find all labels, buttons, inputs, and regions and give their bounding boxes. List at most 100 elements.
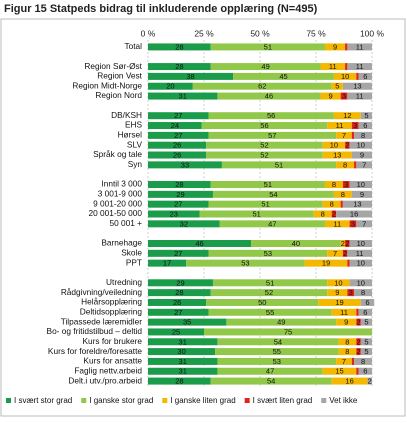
bar-segment xyxy=(327,279,350,287)
bar-segment xyxy=(360,298,375,306)
value-label: 2 xyxy=(341,239,345,248)
bar-segment xyxy=(331,82,343,90)
legend-swatch xyxy=(244,398,250,403)
value-label: 5 xyxy=(364,111,368,120)
y-tick-label: Faglig nettv.arbeid xyxy=(74,365,142,375)
bar-segment xyxy=(351,131,355,139)
value-label: 51 xyxy=(275,160,283,169)
bar-segment xyxy=(354,161,357,169)
bar-segment xyxy=(347,63,372,71)
y-tick-label: Syn xyxy=(128,159,143,169)
value-label: 53 xyxy=(273,357,281,366)
bar-segment xyxy=(351,151,372,159)
bar-segment xyxy=(336,318,357,326)
bar-segment xyxy=(148,367,218,375)
bar-segment xyxy=(148,200,209,208)
bar-segment xyxy=(148,112,209,120)
bar-segment xyxy=(356,161,372,169)
bar-segment xyxy=(331,308,357,316)
x-tick-label: 0 % xyxy=(141,28,156,38)
value-label: 29 xyxy=(176,278,184,287)
value-label: 54 xyxy=(274,337,282,346)
value-label: 3 xyxy=(351,219,355,228)
value-label: 6 xyxy=(365,298,369,307)
value-label: 28 xyxy=(175,42,183,51)
bar-segment xyxy=(148,348,216,356)
bar-segment xyxy=(212,279,328,287)
legend-label: I svært liten grad xyxy=(253,396,313,405)
legend-label: I svært stor grad xyxy=(14,396,72,405)
bar-segment xyxy=(148,377,211,385)
value-label: 11 xyxy=(356,92,364,101)
y-tick-label: Delt.i utv./pro.arbeid xyxy=(68,375,142,385)
bar-segment xyxy=(360,348,372,356)
bar-segment xyxy=(349,239,372,247)
value-label: 2 xyxy=(343,249,347,258)
value-label: 10 xyxy=(341,72,349,81)
bar-segment xyxy=(358,122,372,130)
bar-segment xyxy=(358,72,372,80)
bar-segment xyxy=(210,63,321,71)
value-label: 31 xyxy=(179,92,187,101)
bar-segment xyxy=(327,249,343,257)
y-tick-label: Region Vest xyxy=(97,71,142,81)
bar-segment xyxy=(356,220,372,228)
bar-segment xyxy=(148,43,211,51)
y-tick-label: Kurs for brukere xyxy=(83,336,143,346)
value-label: 7 xyxy=(362,160,366,169)
value-label: 20 xyxy=(166,82,174,91)
value-label: 10 xyxy=(357,180,365,189)
bar-segment xyxy=(148,181,211,189)
value-label: 38 xyxy=(186,72,194,81)
value-label: 31 xyxy=(179,357,187,366)
frame xyxy=(0,18,406,417)
y-tick-label: Deltidsopplæring xyxy=(80,306,143,316)
bar-segment xyxy=(345,43,348,51)
bar-segment xyxy=(304,259,348,267)
bar-segment xyxy=(356,308,359,316)
y-tick-label: Kurs for foreldre/foresatte xyxy=(48,346,142,356)
bar-segment xyxy=(340,239,346,247)
value-label: 11 xyxy=(333,219,341,228)
bar-segment xyxy=(208,112,334,120)
value-label: 26 xyxy=(173,141,181,150)
bar-segment xyxy=(347,249,372,257)
value-label: 5 xyxy=(364,337,368,346)
y-tick-label: DB/KSH xyxy=(111,110,142,120)
bar-segment xyxy=(208,131,337,139)
value-label: 9 xyxy=(360,151,364,160)
value-label: 31 xyxy=(179,337,187,346)
value-label: 7 xyxy=(333,249,337,258)
bar-segment xyxy=(148,279,213,287)
value-label: 10 xyxy=(357,239,365,248)
value-label: 10 xyxy=(357,141,365,150)
value-label: 8 xyxy=(330,200,334,209)
bar-segment xyxy=(351,357,355,365)
bar-segment xyxy=(148,239,252,247)
value-label: 27 xyxy=(174,200,182,209)
value-label: 2 xyxy=(356,318,360,327)
x-tick-label: 50 % xyxy=(250,28,270,38)
value-label: 10 xyxy=(357,278,365,287)
bar-segment xyxy=(327,289,348,297)
value-label: 52 xyxy=(260,151,268,160)
bar-segment xyxy=(327,122,352,130)
bar-segment xyxy=(320,63,346,71)
bar-segment xyxy=(338,348,357,356)
bar-segment xyxy=(333,72,357,80)
value-label: 46 xyxy=(195,239,203,248)
value-label: 7 xyxy=(342,357,346,366)
value-label: 15 xyxy=(335,367,343,376)
y-tick-label: Inntil 3 000 xyxy=(101,179,142,189)
bar-segment xyxy=(210,377,332,385)
value-label: 3 xyxy=(344,180,348,189)
bar-segment xyxy=(210,43,325,51)
bar-segment xyxy=(148,72,234,80)
value-label: 9 xyxy=(335,288,339,297)
bar-segment xyxy=(324,181,343,189)
bar-segment xyxy=(215,348,339,356)
y-tick-label: Rådgivning/veiledning xyxy=(61,287,143,297)
value-label: 11 xyxy=(336,121,344,130)
bar-segment xyxy=(342,200,372,208)
